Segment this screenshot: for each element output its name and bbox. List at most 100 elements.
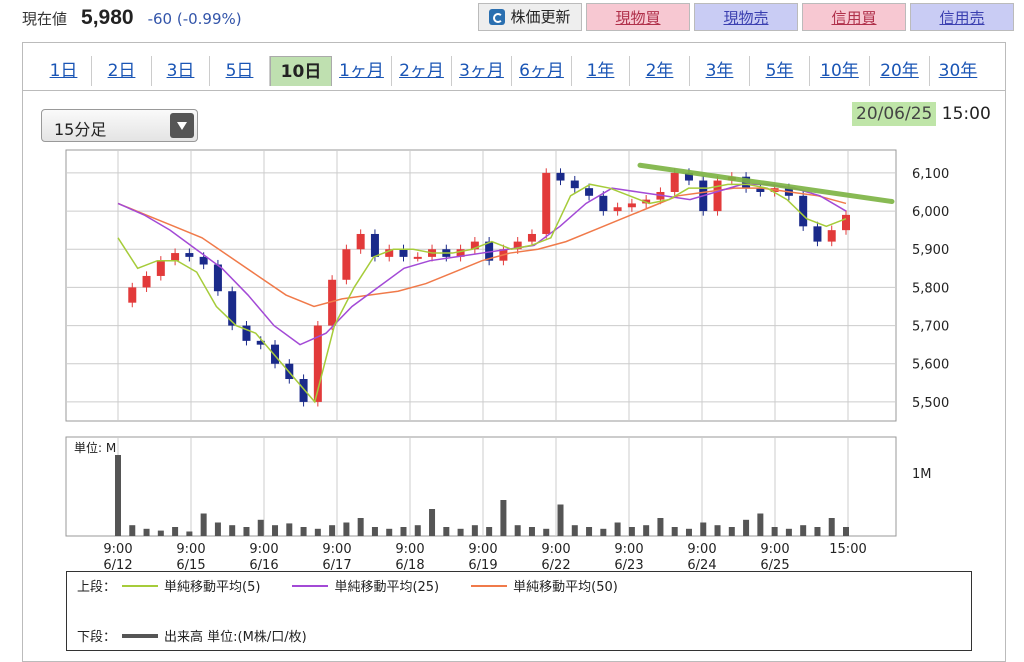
volume-bar [671,527,678,536]
tab-9[interactable]: 1年 [572,56,630,86]
x-tick-time: 9:00 [322,542,351,557]
chevron-down-icon[interactable] [170,113,194,138]
price-summary: 現在値 5,980 -60 (-0.99%) [22,6,242,30]
tab-divider [23,90,1005,91]
candle-body [556,172,565,181]
x-tick-date: 6/17 [322,558,351,573]
volume-bar [643,525,650,536]
tab-1[interactable]: 2日 [92,56,152,86]
x-tick-time: 9:00 [103,542,132,557]
tab-12[interactable]: 5年 [750,56,810,86]
timestamp-time: 15:00 [941,104,991,124]
refresh-icon [489,9,506,25]
candle-body [313,325,322,402]
candle-body [670,172,679,192]
interval-select[interactable]: 15分足 [41,109,198,142]
tab-4[interactable]: 10日 [270,56,332,86]
candle-body [199,256,208,265]
x-tick-time: 9:00 [760,542,789,557]
chart-legend: 上段： 単純移動平均(5) 単純移動平均(25) 単純移動平均(50) 下段： … [66,571,972,651]
legend-ma50-label: 単純移動平均(50) [513,580,618,595]
x-tick-time: 9:00 [541,542,570,557]
tab-15[interactable]: 30年 [938,61,978,81]
candle-body [185,253,194,257]
volume-bar [486,527,493,536]
candle-body [242,325,251,341]
volume-bar [543,528,550,536]
volume-bar [186,531,193,536]
tab-11[interactable]: 3年 [690,56,750,86]
volume-bar [400,527,407,536]
tab-5[interactable]: 1ヶ月 [332,56,392,86]
x-tick-date: 6/22 [541,558,570,573]
margin-sell-button[interactable]: 信用売 [910,3,1014,31]
volume-bar [414,525,421,536]
candle-body [228,291,237,326]
tab-14[interactable]: 20年 [870,56,930,86]
x-tick-date: 6/18 [395,558,424,573]
legend-volume-label: 出来高 単位:(M株/口/枚) [164,630,307,645]
volume-bar [172,527,179,536]
candle-body [271,344,280,364]
volume-bar [229,525,236,536]
volume-bar [257,519,264,536]
volume-bar [828,518,835,536]
price-label: 現在値 [22,10,68,28]
tab-13[interactable]: 10年 [810,56,870,86]
interval-select-value: 15分足 [54,120,107,139]
y-tick-label: 5,500 [912,396,949,411]
candle-body [328,279,337,326]
x-tick-date: 6/24 [687,558,716,573]
volume-bar [614,522,621,536]
spot-buy-button[interactable]: 現物買 [586,3,690,31]
candle-body [513,241,522,250]
volume-bar [714,525,721,536]
update-price-button[interactable]: 株価更新 [478,3,582,31]
tab-10[interactable]: 2年 [630,56,690,86]
legend-volume: 出来高 単位:(M株/口/枚) [116,626,307,645]
candle-body [613,207,622,212]
volume-bar [200,513,207,536]
volume-bar [771,527,778,536]
volume-bar [843,527,849,536]
candle-body [128,287,137,303]
spot-sell-button[interactable]: 現物売 [694,3,798,31]
volume-bar [143,528,150,536]
volume-bar [272,525,279,536]
tab-0[interactable]: 1日 [36,56,92,86]
x-tick-time: 9:00 [249,542,278,557]
legend-ma5-label: 単純移動平均(5) [164,580,261,595]
candle-body [842,214,850,231]
volume-bar [557,504,564,536]
volume-bar [685,528,692,536]
x-tick-time: 9:00 [395,542,424,557]
candle-body [356,233,365,250]
candle-body [585,188,594,196]
price-change: -60 (-0.99%) [147,10,242,28]
tab-6[interactable]: 2ヶ月 [392,56,452,86]
volume-bar [785,528,792,536]
x-tick-date: 6/19 [468,558,497,573]
candle-body [627,203,636,208]
volume-bar [500,500,507,536]
tab-3[interactable]: 5日 [210,56,270,86]
volume-bar [757,513,764,536]
margin-buy-button[interactable]: 信用買 [802,3,906,31]
legend-lower-label: 下段： [77,630,117,645]
current-price: 5,980 [81,6,134,29]
volume-unit-label: 単位: M [74,440,116,455]
candle-body [485,241,494,261]
x-tick-time: 9:00 [614,542,643,557]
tab-8[interactable]: 6ヶ月 [512,56,572,86]
period-tabs: 1日 2日 3日 5日 10日 1ヶ月 2ヶ月 3ヶ月 6ヶ月 1年 2年 3年 5年 10年 20年 30年 [36,56,986,86]
volume-bar [700,522,707,536]
legend-ma50: 単純移動平均(50) [465,576,618,595]
x-tick-time: 9:00 [468,542,497,557]
tab-2[interactable]: 3日 [152,56,210,86]
candle-body [342,249,351,280]
volume-bar [728,527,735,536]
tab-7[interactable]: 3ヶ月 [452,56,512,86]
volume-bar [586,527,593,536]
candle-body [756,188,765,192]
